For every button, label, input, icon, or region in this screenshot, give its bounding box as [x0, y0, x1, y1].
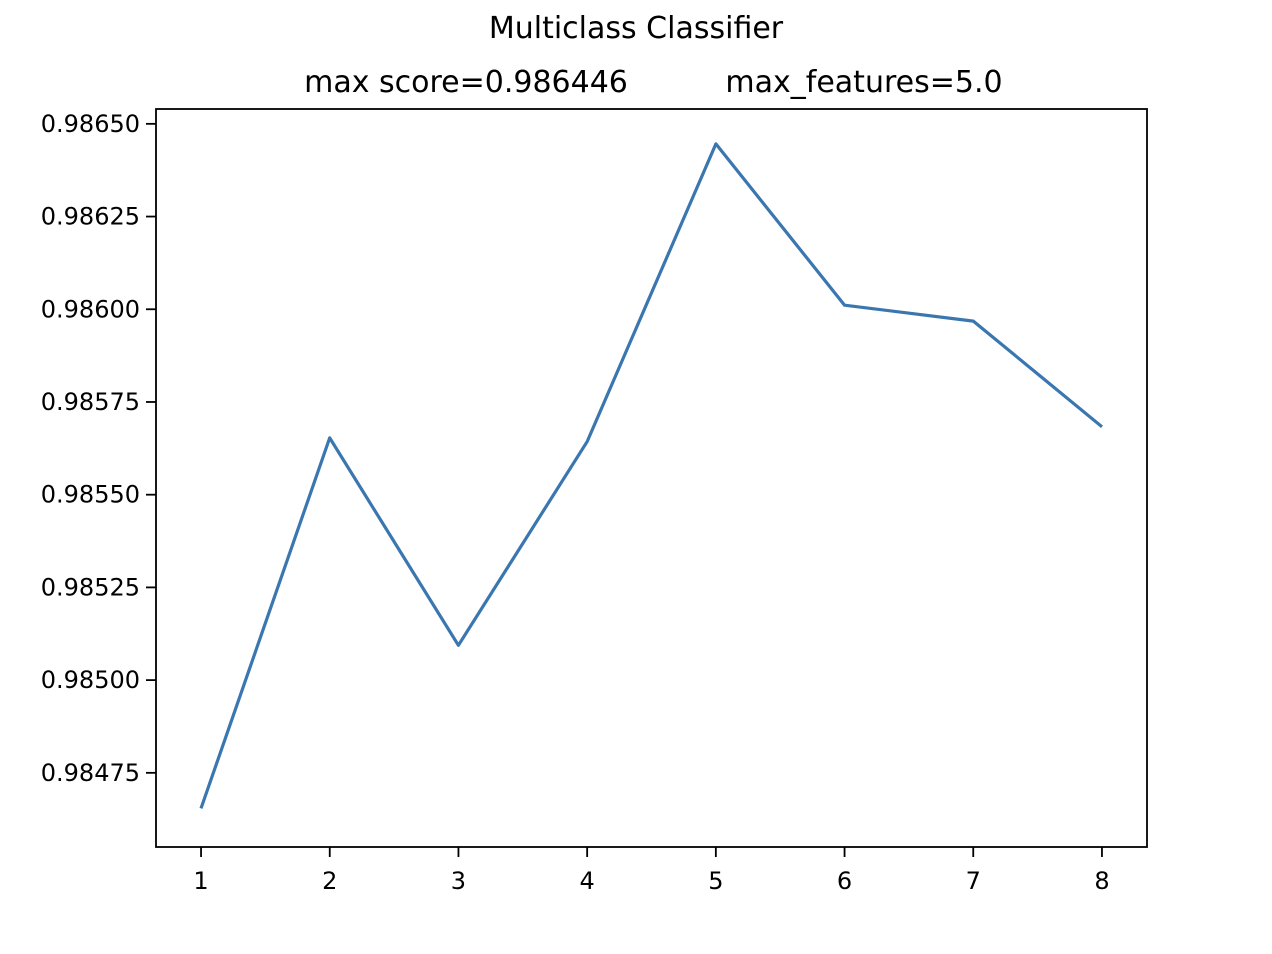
- chart-subtitle-max-features: max_features=5.0: [725, 65, 1002, 100]
- x-axis-ticks: 1 2 3 4 5 6 7 8: [193, 847, 1110, 895]
- x-tick-label: 4: [580, 867, 595, 895]
- x-tick-label: 3: [451, 867, 466, 895]
- y-tick-label: 0.98600: [41, 295, 140, 323]
- y-tick-label: 0.98650: [41, 110, 140, 138]
- x-tick-label: 7: [966, 867, 981, 895]
- y-tick-label: 0.98525: [41, 573, 140, 601]
- plot-area-frame: [155, 108, 1148, 848]
- x-tick-label: 8: [1094, 867, 1109, 895]
- chart-subtitle-max-score: max score=0.986446: [304, 65, 628, 100]
- chart-title: Multiclass Classifier: [489, 11, 784, 46]
- x-tick-label: 6: [837, 867, 852, 895]
- series-layer: [199, 142, 1104, 809]
- x-tick-label: 1: [193, 867, 208, 895]
- y-tick-label: 0.98625: [41, 203, 140, 231]
- y-axis-ticks: 0.98475 0.98500 0.98525 0.98550 0.98575 0.986…: [41, 110, 156, 787]
- x-tick-label: 5: [708, 867, 723, 895]
- y-tick-label: 0.98550: [41, 481, 140, 509]
- series-line-0: [199, 142, 1104, 809]
- y-tick-label: 0.98500: [41, 666, 140, 694]
- y-tick-label: 0.98575: [41, 388, 140, 416]
- y-tick-label: 0.98475: [41, 759, 140, 787]
- x-tick-label: 2: [322, 867, 337, 895]
